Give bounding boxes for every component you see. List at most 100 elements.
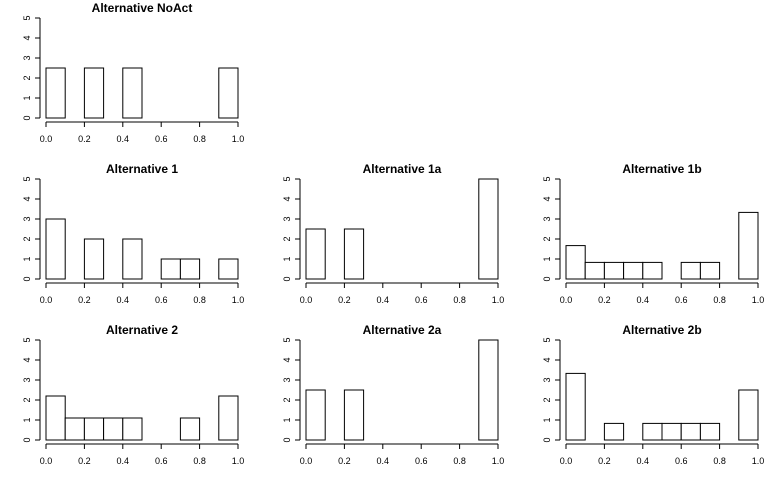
x-tick-label: 0.4 xyxy=(117,456,130,466)
histogram-bar xyxy=(603,422,625,441)
y-tick-label: 0 xyxy=(542,437,552,442)
y-tick-label: 0 xyxy=(282,437,292,442)
x-tick-label: 1.0 xyxy=(232,134,245,144)
histogram-bar xyxy=(103,417,124,441)
x-tick-label: 0.0 xyxy=(300,295,313,305)
histogram-bar xyxy=(160,258,181,280)
histogram-bar xyxy=(603,261,625,280)
histogram-bar xyxy=(478,178,499,280)
histogram-bar xyxy=(642,422,663,441)
y-tick-label: 4 xyxy=(22,196,32,201)
y-tick-label: 3 xyxy=(282,216,292,221)
y-tick-label: 5 xyxy=(282,176,292,181)
histogram-bar xyxy=(699,261,721,280)
histogram-bar xyxy=(738,211,759,280)
y-tick-label: 1 xyxy=(22,417,32,422)
x-tick-label: 0.2 xyxy=(78,295,91,305)
histogram-panel: Alternative 2 0.0 0.2 0.4 0.6 0.8 1.0 0 1 2 3 4 5 xyxy=(22,323,244,466)
x-tick-label: 1.0 xyxy=(492,295,505,305)
x-tick-label: 0.8 xyxy=(713,456,726,466)
y-tick-label: 4 xyxy=(282,357,292,362)
y-tick-label: 5 xyxy=(22,15,32,20)
x-tick-label: 0.0 xyxy=(40,134,53,144)
y-tick-label: 1 xyxy=(22,95,32,100)
y-tick-label: 1 xyxy=(282,256,292,261)
x-tick-label: 0.8 xyxy=(713,295,726,305)
histogram-bar xyxy=(565,372,586,441)
y-tick-label: 2 xyxy=(22,397,32,402)
y-tick-label: 4 xyxy=(542,196,552,201)
panel-title: Alternative 1a xyxy=(363,162,442,176)
panel-title: Alternative 2b xyxy=(622,323,701,337)
y-tick-label: 2 xyxy=(282,236,292,241)
histogram-bar xyxy=(218,395,239,441)
x-tick-label: 0.2 xyxy=(338,295,351,305)
histogram-panel: Alternative 1a 0.0 0.2 0.4 0.6 0.8 1.0 0 1 2 3 4 5 xyxy=(282,162,504,305)
y-tick-label: 0 xyxy=(22,437,32,442)
y-tick-label: 3 xyxy=(282,377,292,382)
histogram-bar xyxy=(64,417,85,441)
histogram-bar xyxy=(305,389,326,441)
x-tick-label: 0.8 xyxy=(453,456,466,466)
y-tick-label: 3 xyxy=(22,377,32,382)
histogram-bar xyxy=(565,245,586,280)
y-tick-label: 5 xyxy=(542,337,552,342)
x-tick-label: 0.0 xyxy=(560,295,573,305)
x-tick-label: 0.4 xyxy=(377,456,390,466)
y-tick-label: 3 xyxy=(542,216,552,221)
x-tick-label: 0.2 xyxy=(338,456,351,466)
y-tick-label: 2 xyxy=(542,397,552,402)
x-tick-label: 0.2 xyxy=(78,456,91,466)
histogram-bar xyxy=(45,67,66,119)
x-tick-label: 0.0 xyxy=(40,295,53,305)
x-tick-label: 0.0 xyxy=(40,456,53,466)
histogram-bar xyxy=(738,389,759,441)
y-tick-label: 5 xyxy=(542,176,552,181)
histogram-bar xyxy=(218,258,239,280)
histogram-bar xyxy=(305,228,326,280)
x-tick-label: 1.0 xyxy=(492,456,505,466)
y-tick-label: 1 xyxy=(282,417,292,422)
histogram-bar xyxy=(83,67,105,119)
histogram-bar xyxy=(83,238,105,280)
histogram-bar xyxy=(680,261,701,280)
x-tick-label: 0.2 xyxy=(598,295,611,305)
y-tick-label: 5 xyxy=(22,176,32,181)
x-tick-label: 0.8 xyxy=(193,295,206,305)
panel-title: Alternative 1b xyxy=(622,162,701,176)
histogram-bar xyxy=(122,417,143,441)
x-tick-label: 0.0 xyxy=(300,456,313,466)
x-tick-label: 1.0 xyxy=(232,295,245,305)
y-tick-label: 4 xyxy=(22,35,32,40)
histogram-bar xyxy=(680,422,701,441)
histogram-bar xyxy=(661,422,682,441)
y-tick-label: 1 xyxy=(542,417,552,422)
y-tick-label: 1 xyxy=(22,256,32,261)
panel-title: Alternative 2 xyxy=(106,323,178,337)
y-tick-label: 4 xyxy=(22,357,32,362)
histogram-panel: Alternative NoAct 0.0 0.2 0.4 0.6 0.8 1.0 0 1 2 3 4… xyxy=(22,1,244,144)
histogram-bar xyxy=(218,67,239,119)
y-tick-label: 1 xyxy=(542,256,552,261)
x-tick-label: 1.0 xyxy=(752,456,765,466)
histogram-bar xyxy=(584,261,605,280)
panel-title: Alternative 2a xyxy=(363,323,442,337)
x-tick-label: 0.2 xyxy=(598,456,611,466)
x-tick-label: 0.0 xyxy=(560,456,573,466)
histogram-bar xyxy=(343,228,365,280)
histogram-bar xyxy=(122,238,143,280)
histogram-bar xyxy=(642,261,663,280)
y-tick-label: 4 xyxy=(282,196,292,201)
y-tick-label: 2 xyxy=(282,397,292,402)
x-tick-label: 1.0 xyxy=(232,456,245,466)
y-tick-label: 2 xyxy=(22,75,32,80)
x-tick-label: 0.8 xyxy=(453,295,466,305)
histogram-panel: Alternative 1 0.0 0.2 0.4 0.6 0.8 1.0 0 1 2 3 4 5 xyxy=(22,162,244,305)
y-tick-label: 5 xyxy=(282,337,292,342)
y-tick-label: 2 xyxy=(542,236,552,241)
panel-title: Alternative 1 xyxy=(106,162,178,176)
y-tick-label: 3 xyxy=(22,55,32,60)
y-tick-label: 4 xyxy=(542,357,552,362)
x-tick-label: 0.4 xyxy=(377,295,390,305)
